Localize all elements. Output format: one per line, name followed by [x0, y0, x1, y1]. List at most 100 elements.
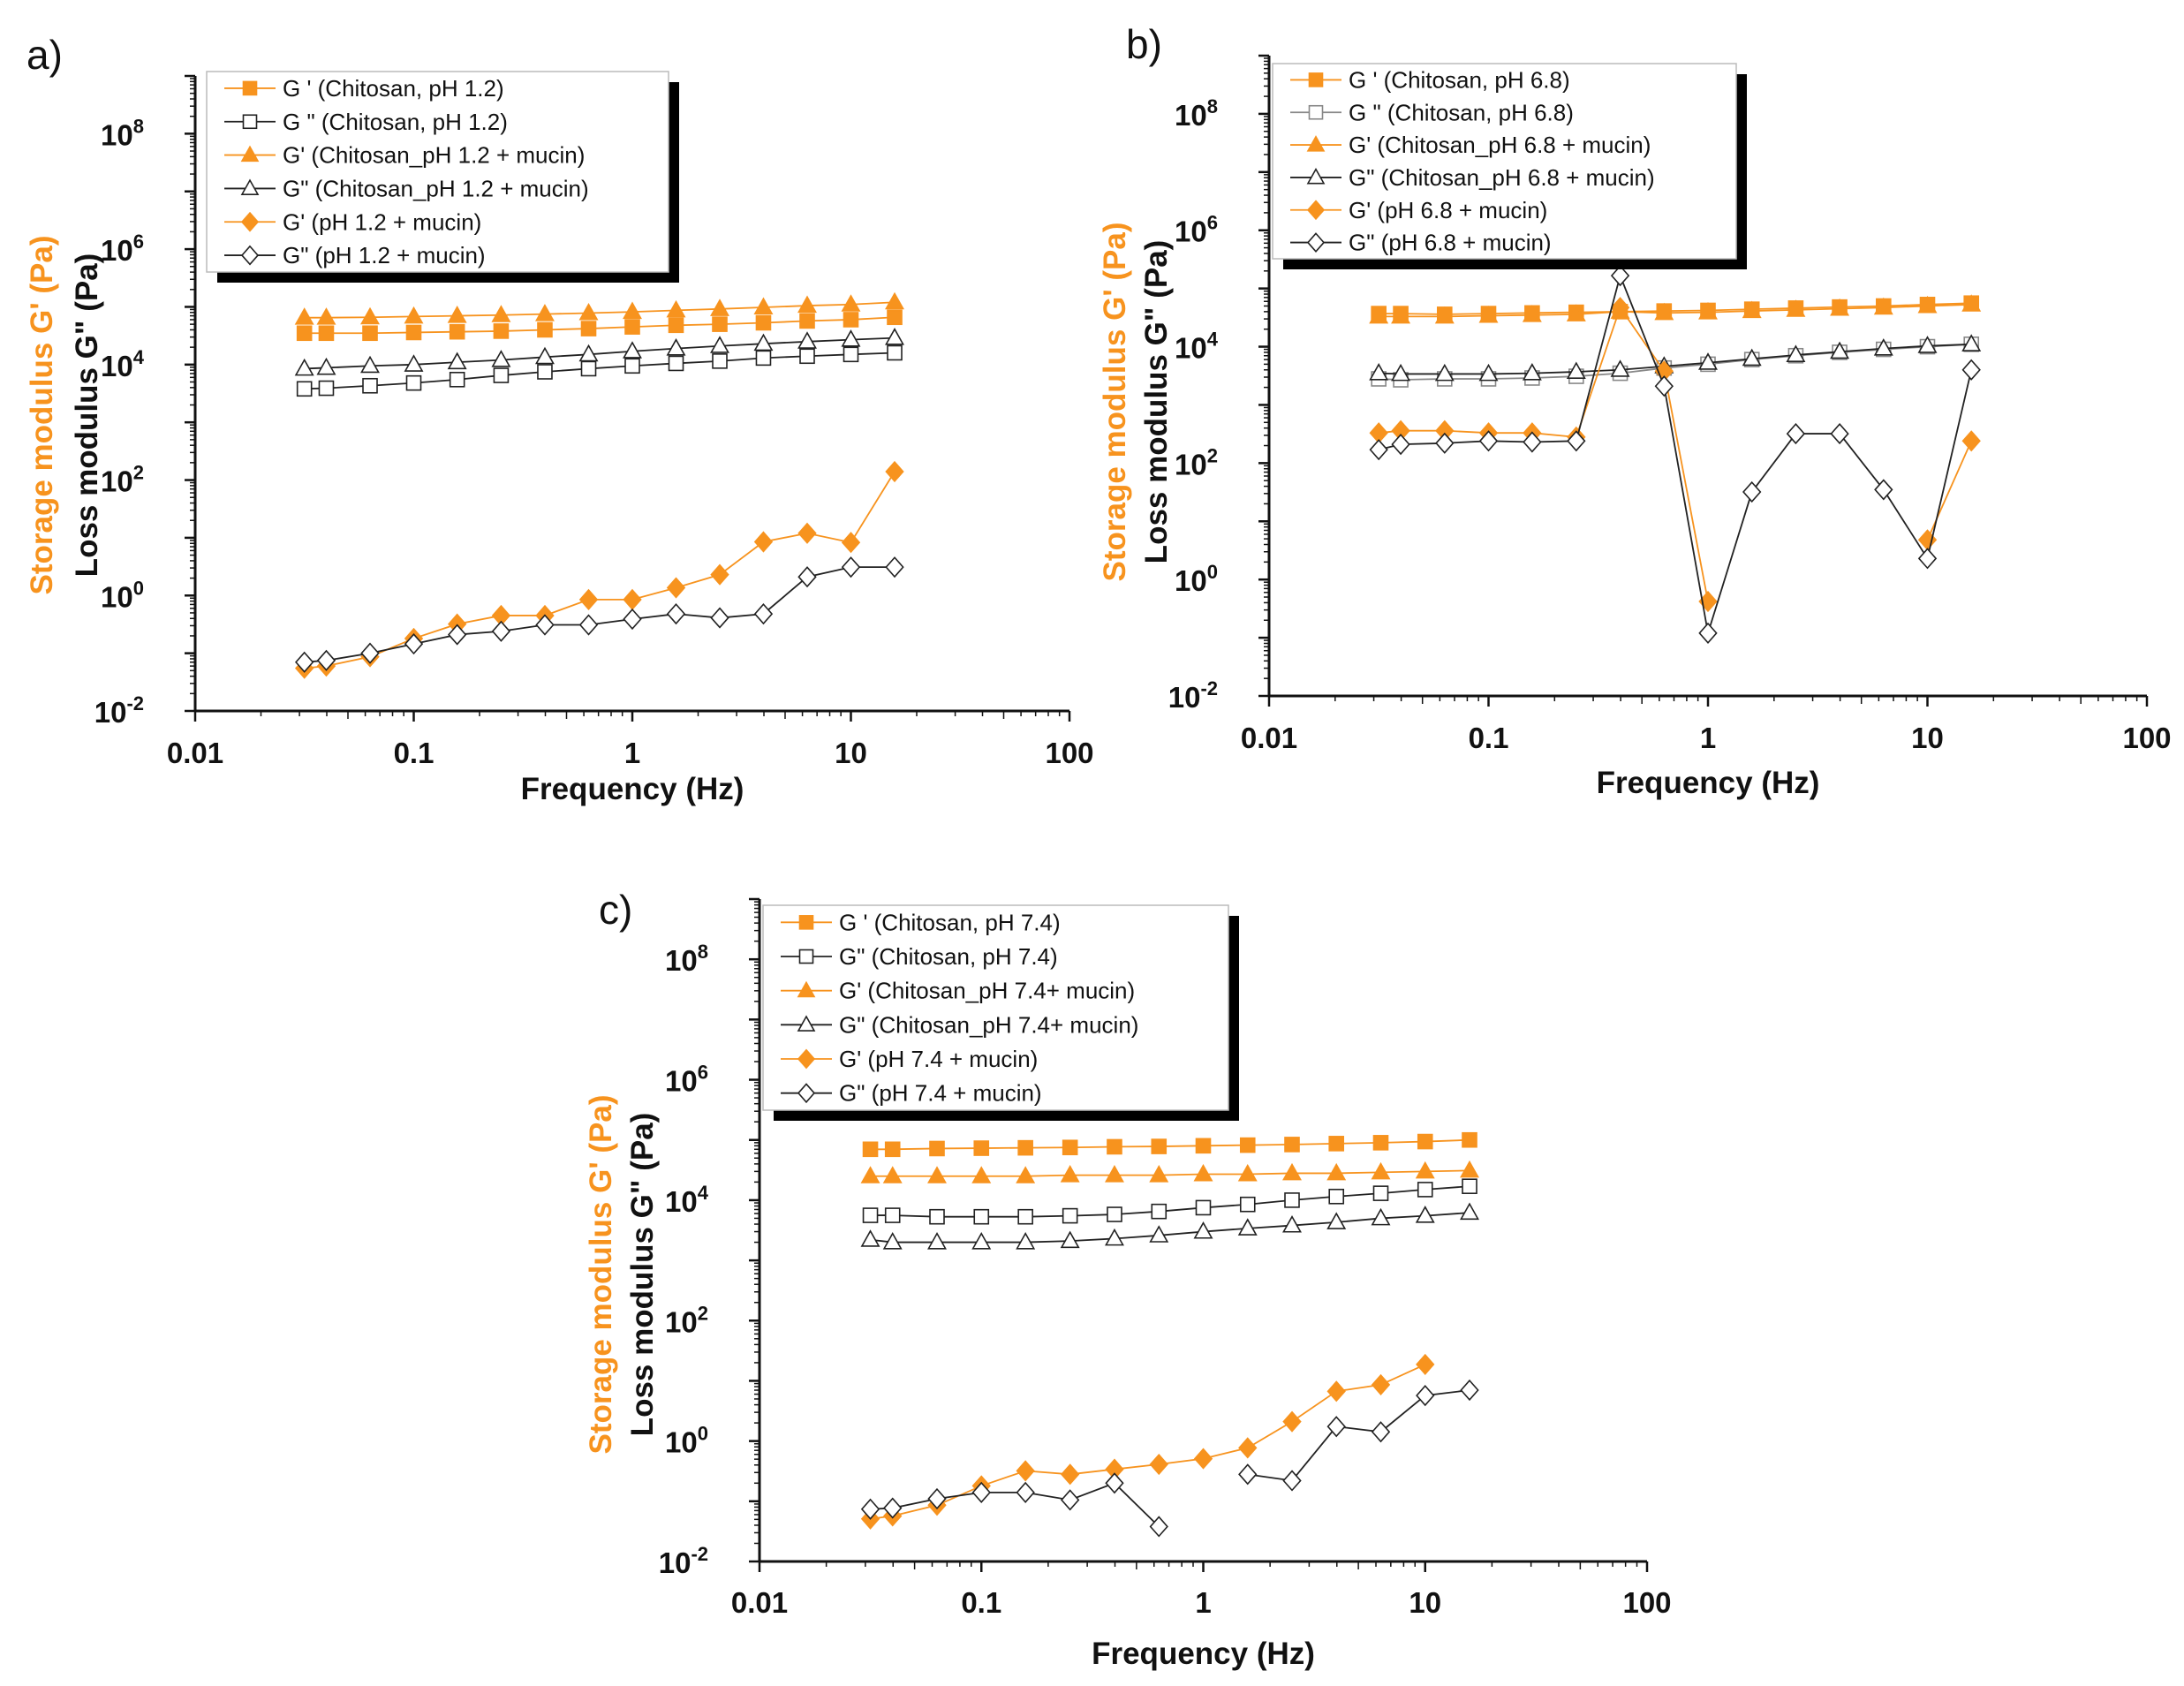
- data-point: [841, 329, 861, 347]
- y-tick-label: 106: [101, 231, 144, 267]
- data-point: [860, 1498, 880, 1520]
- y-tick-base: 10: [1175, 448, 1207, 480]
- y-tick-label: 102: [665, 1302, 708, 1338]
- legend-marker: [1308, 72, 1324, 87]
- y-tick-base: 10: [665, 1065, 698, 1098]
- y-tick-exponent: -2: [126, 692, 144, 714]
- y-tick-base: 10: [1175, 332, 1207, 365]
- data-point: [753, 333, 774, 352]
- legend-label: G" (Chitosan_pH 7.4+ mucin): [839, 1011, 1138, 1038]
- legend-marker: [797, 1048, 816, 1070]
- data-point: [843, 346, 859, 363]
- data-point: [447, 352, 467, 370]
- y-tick-label: 102: [101, 462, 144, 498]
- data-point: [710, 336, 729, 353]
- data-point: [1698, 622, 1718, 644]
- data-point: [294, 358, 314, 376]
- data-point: [1105, 1472, 1124, 1494]
- legend-label: G' (Chitosan_pH 6.8 + mucin): [1349, 132, 1651, 158]
- data-point: [1107, 1138, 1122, 1155]
- data-point: [578, 344, 599, 362]
- data-point: [927, 1166, 947, 1183]
- data-point: [1371, 1421, 1391, 1443]
- data-point: [887, 309, 903, 326]
- data-point: [449, 371, 465, 388]
- data-point: [753, 603, 774, 625]
- data-point: [1238, 1463, 1258, 1486]
- data-point: [885, 556, 904, 578]
- data-point: [1460, 1202, 1479, 1221]
- legend-label: G' (pH 1.2 + mucin): [283, 208, 481, 235]
- data-point: [1522, 305, 1542, 322]
- x-tick-label: 0.1: [394, 737, 435, 769]
- data-point: [491, 350, 511, 367]
- data-point: [1369, 439, 1388, 461]
- data-point: [1416, 1385, 1435, 1407]
- data-point: [1062, 1139, 1078, 1156]
- data-point: [882, 1166, 903, 1183]
- data-point: [1016, 1232, 1036, 1250]
- y-axis-title-loss: Loss modulus G" (Pa): [1139, 240, 1174, 564]
- data-point: [666, 577, 686, 599]
- x-tick-label: 0.01: [167, 737, 223, 769]
- legend: G ' (Chitosan, pH 7.4) G" (Chitosan, pH 7…: [762, 904, 1239, 1121]
- y-tick-label: 108: [1175, 95, 1218, 132]
- legend-marker: [1306, 167, 1326, 185]
- y-tick-base: 10: [665, 1426, 698, 1459]
- y-tick-base: 10: [1175, 215, 1207, 248]
- data-point: [1415, 1206, 1435, 1223]
- y-tick-label: 104: [1175, 329, 1219, 365]
- data-point: [860, 1166, 880, 1183]
- series-0: [296, 309, 903, 342]
- data-point: [493, 323, 510, 339]
- legend-marker: [240, 178, 260, 195]
- data-point: [712, 353, 728, 369]
- y-axis-title-loss: Loss modulus G" (Pa): [70, 253, 104, 578]
- series-line: [1379, 306, 1709, 602]
- y-tick-exponent: -2: [1200, 677, 1218, 699]
- data-point: [1391, 306, 1411, 324]
- data-point: [1742, 348, 1762, 367]
- data-point: [1282, 1470, 1302, 1492]
- data-point: [712, 316, 728, 332]
- data-point: [753, 297, 774, 315]
- y-tick-label: 10-2: [1168, 677, 1218, 714]
- legend-marker: [798, 915, 814, 930]
- data-point: [623, 301, 642, 320]
- data-point: [1149, 1225, 1169, 1243]
- data-point: [753, 531, 774, 553]
- data-point: [1371, 1373, 1391, 1396]
- series-line: [870, 1364, 1426, 1520]
- x-tick-label: 1: [1700, 722, 1716, 754]
- data-point: [668, 317, 684, 334]
- data-point: [1961, 294, 1982, 312]
- data-point: [927, 1487, 947, 1510]
- data-point: [1434, 306, 1455, 324]
- x-tick-label: 1: [1195, 1586, 1211, 1619]
- y-tick-exponent: 8: [698, 941, 708, 963]
- legend-label: G ' (Chitosan, pH 6.8): [1349, 66, 1570, 93]
- data-point: [362, 377, 378, 394]
- data-point: [1284, 1192, 1300, 1208]
- data-point: [1417, 1133, 1433, 1150]
- data-point: [1151, 1138, 1168, 1154]
- legend-label: G' (Chitosan_pH 1.2 + mucin): [283, 142, 585, 169]
- data-point: [797, 331, 817, 349]
- data-point: [1786, 299, 1806, 317]
- legend: G ' (Chitosan, pH 6.8) G " (Chitosan, pH …: [1272, 63, 1747, 269]
- x-tick-label: 10: [1409, 1586, 1441, 1619]
- data-point: [799, 348, 815, 365]
- y-tick-base: 10: [101, 118, 133, 151]
- data-point: [1017, 1139, 1033, 1156]
- y-tick-label: 102: [1175, 444, 1218, 480]
- y-axis-title-loss: Loss modulus G" (Pa): [625, 1113, 660, 1437]
- y-tick-label: 100: [101, 577, 144, 613]
- data-point: [623, 588, 642, 610]
- series-2: [1369, 294, 1982, 324]
- data-point: [1610, 297, 1630, 319]
- data-point: [537, 321, 553, 338]
- data-point: [578, 614, 599, 636]
- y-tick-base: 10: [101, 234, 133, 267]
- data-point: [1830, 422, 1849, 445]
